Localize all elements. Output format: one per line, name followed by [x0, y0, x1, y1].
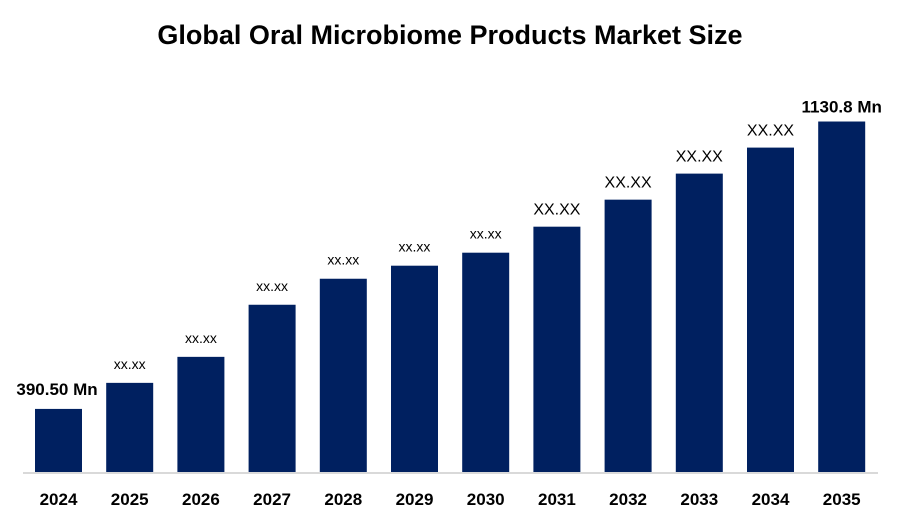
- data-label-2029: xx.xx: [399, 239, 431, 255]
- data-label-2024: 390.50 Mn: [16, 380, 97, 399]
- x-tick-label-2031: 2031: [538, 490, 576, 509]
- chart-title: Global Oral Microbiome Products Market S…: [157, 20, 743, 50]
- data-label-2033: XX.XX: [676, 149, 723, 166]
- x-tick-label-2033: 2033: [680, 490, 718, 509]
- x-tick-label-2034: 2034: [752, 490, 790, 509]
- data-label-2031: XX.XX: [533, 202, 580, 219]
- bar-2028: [319, 278, 367, 472]
- bar-2026: [177, 356, 225, 472]
- data-label-2026: xx.xx: [185, 330, 217, 346]
- bar-2029: [391, 265, 438, 472]
- bar-2035: [818, 121, 866, 472]
- bar-2034: [747, 147, 794, 472]
- bar-2025: [106, 382, 154, 472]
- data-label-2027: xx.xx: [256, 278, 288, 294]
- data-label-2028: xx.xx: [327, 252, 359, 268]
- data-label-2032: XX.XX: [605, 175, 652, 192]
- bar-2031: [533, 226, 581, 472]
- x-tick-label-2035: 2035: [823, 490, 861, 509]
- data-label-2035: 1130.8 Mn: [802, 98, 882, 117]
- data-label-2025: xx.xx: [114, 356, 146, 372]
- bar-2033: [675, 173, 723, 472]
- x-tick-label-2024: 2024: [40, 490, 78, 509]
- x-tick-label-2027: 2027: [253, 490, 291, 509]
- x-tick-label-2030: 2030: [467, 490, 505, 509]
- bar-2030: [462, 252, 510, 472]
- data-label-2030: xx.xx: [470, 226, 502, 242]
- bar-2032: [604, 199, 652, 472]
- x-tick-label-2028: 2028: [324, 490, 362, 509]
- x-tick-label-2026: 2026: [182, 490, 220, 509]
- bar-2027: [248, 304, 296, 472]
- data-label-2034: XX.XX: [747, 123, 794, 140]
- x-tick-label-2029: 2029: [396, 490, 434, 509]
- x-tick-label-2032: 2032: [609, 490, 647, 509]
- bar-2024: [35, 408, 82, 472]
- x-tick-label-2025: 2025: [111, 490, 149, 509]
